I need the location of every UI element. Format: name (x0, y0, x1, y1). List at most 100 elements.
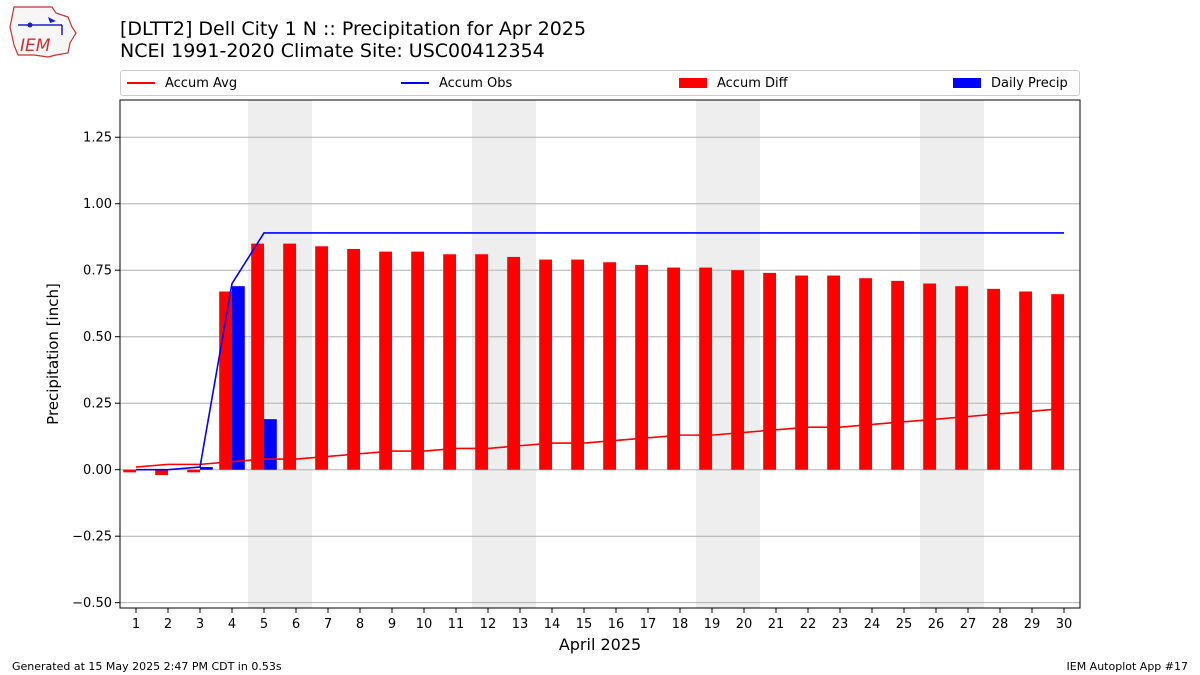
accum-diff-bar (667, 267, 680, 470)
accum-diff-bar (859, 278, 872, 470)
x-tick-label: 29 (1024, 617, 1041, 632)
accum-diff-bar (347, 248, 360, 470)
accum-diff-bar (731, 270, 744, 470)
daily-precip-bar (232, 286, 245, 470)
y-tick-label: −0.50 (72, 596, 112, 611)
accum-diff-bar (251, 243, 264, 470)
accum-diff-bar (827, 275, 840, 470)
accum-obs-line (136, 232, 1064, 471)
x-tick-label: 3 (196, 617, 204, 632)
accum-avg-line (135, 407, 1065, 468)
x-tick-label: 20 (736, 617, 753, 632)
accum-diff-bar (987, 288, 1000, 470)
legend-label: Accum Diff (717, 75, 788, 91)
x-tick-label: 15 (576, 617, 593, 632)
accum-diff-bar (891, 280, 904, 470)
x-tick-label: 5 (260, 617, 268, 632)
accum-diff-bar (539, 259, 552, 470)
y-tick-label: 0.00 (83, 463, 112, 478)
lines (135, 232, 1065, 471)
legend-swatch-accum-diff (679, 78, 707, 88)
legend-swatch-accum-avg (127, 82, 155, 84)
plot-frame (119, 99, 1081, 609)
x-tick-label: 9 (388, 617, 396, 632)
x-tick-label: 11 (448, 617, 465, 632)
x-tick-label: 16 (608, 617, 625, 632)
accum-diff-bar (571, 259, 584, 470)
x-tick-label: 24 (864, 617, 881, 632)
legend-item-accum-avg: Accum Avg (127, 71, 237, 95)
x-tick-label: 21 (768, 617, 785, 632)
legend-item-accum-diff: Accum Diff (679, 71, 788, 95)
legend-label: Daily Precip (991, 75, 1068, 91)
accum-diff-bar (475, 254, 488, 470)
x-tick-label: 22 (800, 617, 817, 632)
iem-logo: IEM (8, 5, 80, 59)
y-tick-label: 0.75 (83, 264, 112, 279)
x-tick-label: 7 (324, 617, 332, 632)
logo-text: IEM (20, 36, 51, 56)
legend-label: Accum Obs (439, 75, 513, 91)
y-axis-label: Precipitation [inch] (44, 283, 62, 425)
x-tick-label: 26 (928, 617, 945, 632)
iem-logo-graphic: IEM (9, 6, 77, 58)
accum-diff-bar (923, 283, 936, 470)
y-tick-label: 0.25 (83, 397, 112, 412)
x-tick-label: 14 (544, 617, 561, 632)
accum-diff-bar (315, 246, 328, 470)
x-tick-label: 1 (132, 617, 140, 632)
accum-diff-bar (635, 264, 648, 470)
accum-diff-bar (155, 469, 168, 476)
y-tick-label: −0.25 (72, 530, 112, 545)
axes: −0.50−0.250.000.250.500.751.001.251 2 3 4 5 6… (72, 131, 1072, 632)
accum-diff-bar (443, 254, 456, 470)
x-tick-label: 6 (292, 617, 300, 632)
y-tick-label: 1.25 (83, 131, 112, 146)
x-tick-label: 23 (832, 617, 849, 632)
x-tick-label: 13 (512, 617, 529, 632)
legend-swatch-daily-precip (953, 78, 981, 88)
weekend-shading (248, 100, 984, 608)
accum-diff-bar (795, 275, 808, 470)
x-tick-label: 25 (896, 617, 913, 632)
x-tick-label: 28 (992, 617, 1009, 632)
x-tick-label: 12 (480, 617, 497, 632)
x-tick-label: 18 (672, 617, 689, 632)
x-tick-label: 17 (640, 617, 657, 632)
legend-swatch-accum-obs (401, 82, 429, 84)
y-tick-label: 0.50 (83, 330, 112, 345)
app-credit: IEM Autoplot App #17 (1066, 660, 1189, 673)
x-tick-label: 30 (1056, 617, 1073, 632)
accum-diff-bar (123, 469, 136, 473)
accum-diff-bar (699, 267, 712, 470)
x-tick-label: 2 (164, 617, 172, 632)
x-tick-label: 10 (416, 617, 433, 632)
legend-item-daily-precip: Daily Precip (953, 71, 1068, 95)
accum-diff-bar (955, 286, 968, 470)
accum-diff-bar (187, 469, 200, 473)
chart-subtitle: NCEI 1991-2020 Climate Site: USC00412354 (120, 40, 545, 62)
x-axis-label: April 2025 (559, 635, 641, 654)
daily-precip-bar (264, 419, 277, 470)
accum-diff-bar (1051, 294, 1064, 470)
chart-title: [DLTT2] Dell City 1 N :: Precipitation f… (120, 18, 587, 40)
generated-timestamp: Generated at 15 May 2025 2:47 PM CDT in … (12, 660, 282, 673)
daily-precip-bar (200, 467, 213, 470)
accum-diff-bar (411, 251, 424, 470)
x-tick-label: 8 (356, 617, 364, 632)
legend-label: Accum Avg (165, 75, 238, 91)
accum-diff-bar (507, 256, 520, 470)
gridlines (120, 136, 1080, 604)
y-tick-label: 1.00 (83, 197, 112, 212)
accum-diff-bar (1019, 291, 1032, 470)
accum-diff-bar (283, 243, 296, 470)
chart-legend: Accum Avg Accum Obs Accum Diff Daily Pre… (120, 70, 1080, 96)
x-tick-label: 27 (960, 617, 977, 632)
x-tick-label: 19 (704, 617, 721, 632)
legend-item-accum-obs: Accum Obs (401, 71, 512, 95)
x-tick-label: 4 (228, 617, 236, 632)
accum-diff-bar (763, 272, 776, 470)
accum-diff-bar (379, 251, 392, 470)
accum-diff-bar (603, 262, 616, 470)
